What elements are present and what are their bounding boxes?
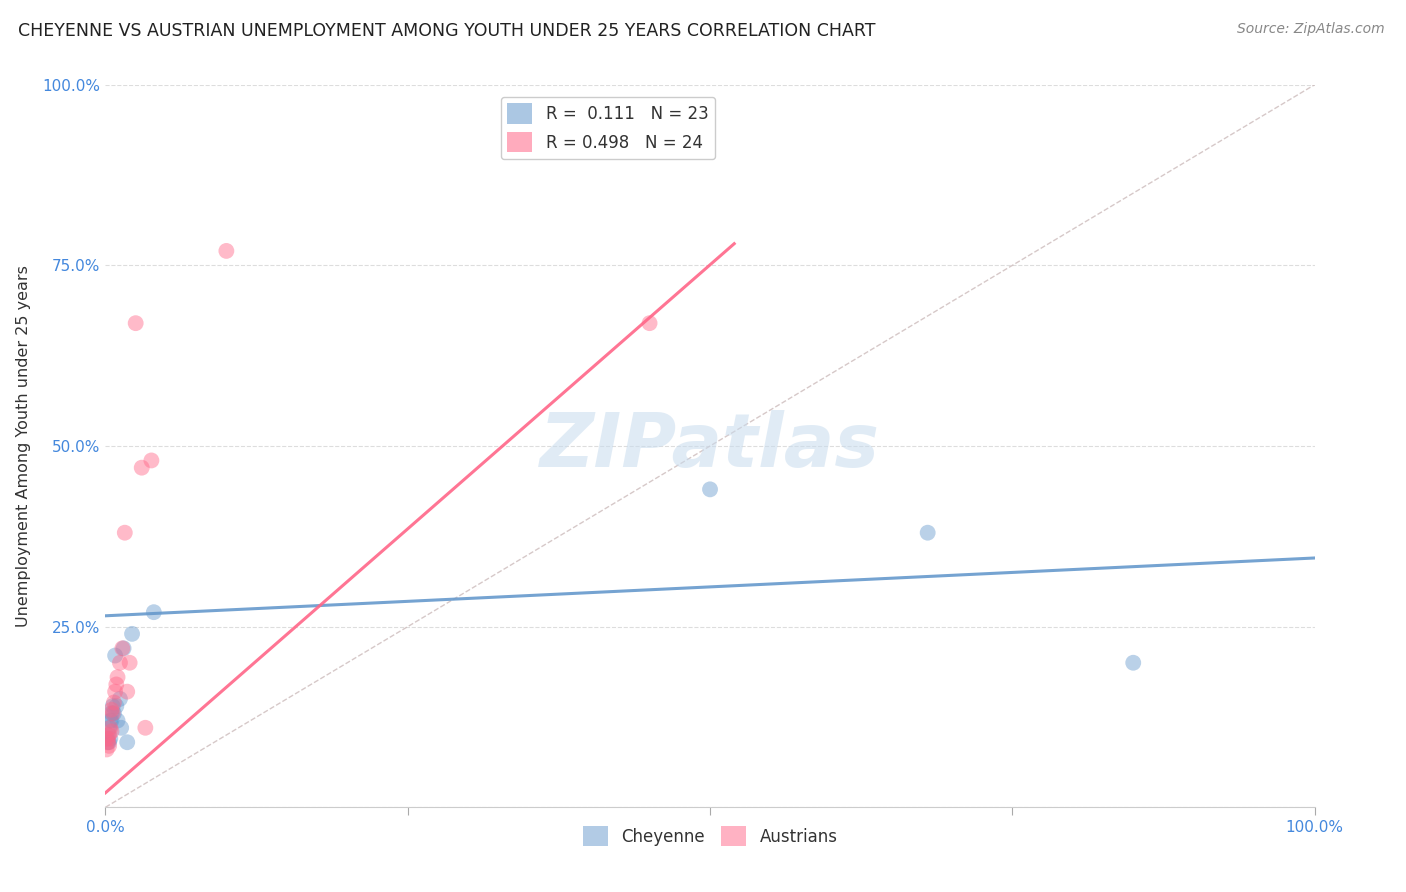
Point bbox=[105, 699, 128, 714]
Point bbox=[96, 731, 118, 746]
Point bbox=[98, 739, 121, 753]
Point bbox=[142, 605, 165, 619]
Point bbox=[121, 627, 143, 641]
Point bbox=[108, 656, 131, 670]
Point bbox=[103, 696, 125, 710]
Text: Source: ZipAtlas.com: Source: ZipAtlas.com bbox=[1237, 22, 1385, 37]
Point bbox=[111, 641, 134, 656]
Point bbox=[104, 684, 127, 698]
Point bbox=[112, 641, 135, 656]
Point bbox=[100, 703, 122, 717]
Point bbox=[107, 670, 129, 684]
Point bbox=[100, 706, 122, 721]
Point bbox=[114, 525, 136, 540]
Point bbox=[699, 483, 721, 497]
Point bbox=[96, 742, 118, 756]
Point bbox=[97, 728, 120, 742]
Point bbox=[101, 699, 124, 714]
Point bbox=[101, 706, 124, 721]
Point bbox=[110, 721, 132, 735]
Text: CHEYENNE VS AUSTRIAN UNEMPLOYMENT AMONG YOUTH UNDER 25 YEARS CORRELATION CHART: CHEYENNE VS AUSTRIAN UNEMPLOYMENT AMONG … bbox=[18, 22, 876, 40]
Point bbox=[97, 735, 120, 749]
Point bbox=[124, 316, 148, 330]
Point bbox=[98, 721, 121, 735]
Point bbox=[917, 525, 939, 540]
Point bbox=[115, 684, 138, 698]
Y-axis label: Unemployment Among Youth under 25 years: Unemployment Among Youth under 25 years bbox=[17, 265, 31, 627]
Legend: Cheyenne, Austrians: Cheyenne, Austrians bbox=[576, 820, 844, 853]
Point bbox=[107, 714, 129, 728]
Text: ZIPatlas: ZIPatlas bbox=[540, 409, 880, 483]
Point bbox=[115, 735, 138, 749]
Point bbox=[97, 731, 120, 746]
Point bbox=[134, 721, 156, 735]
Point bbox=[638, 316, 661, 330]
Point bbox=[98, 714, 121, 728]
Point bbox=[131, 460, 153, 475]
Point bbox=[98, 721, 121, 735]
Point bbox=[98, 735, 121, 749]
Point bbox=[100, 714, 122, 728]
Point bbox=[97, 735, 120, 749]
Point bbox=[141, 453, 163, 467]
Point bbox=[104, 648, 127, 663]
Point bbox=[103, 706, 125, 721]
Point bbox=[98, 728, 121, 742]
Point bbox=[100, 724, 122, 739]
Point bbox=[1122, 656, 1144, 670]
Point bbox=[108, 692, 131, 706]
Point bbox=[118, 656, 141, 670]
Point bbox=[215, 244, 238, 258]
Point bbox=[98, 731, 121, 746]
Point bbox=[105, 677, 128, 691]
